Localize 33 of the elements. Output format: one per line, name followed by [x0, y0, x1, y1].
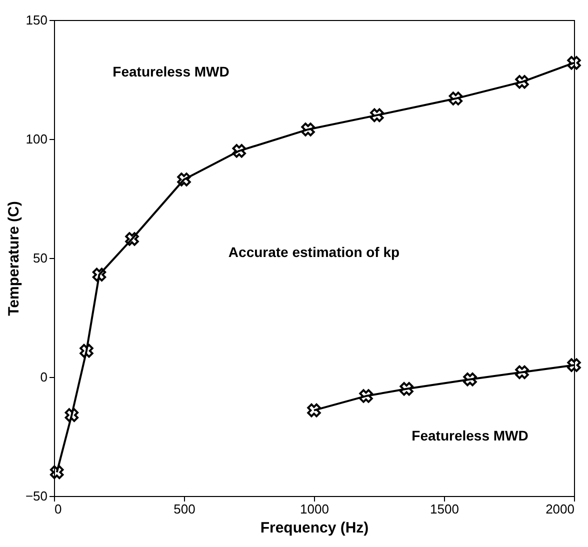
point [515, 365, 529, 380]
y-tick-label: −50 [25, 488, 48, 504]
y-axis-title: Temperature (C) [5, 201, 22, 316]
point [232, 144, 246, 158]
point [125, 232, 139, 246]
x-tick-label: 1000 [300, 502, 329, 516]
y-tick-label: 150 [26, 12, 48, 28]
point [177, 172, 191, 186]
point [92, 268, 106, 282]
point [64, 408, 79, 422]
point [567, 358, 581, 372]
point [567, 56, 581, 70]
annotation: Accurate estimation of kp [228, 244, 400, 260]
x-axis-title: Frequency (Hz) [260, 520, 369, 536]
x-tick-label: 0 [54, 502, 62, 516]
point [448, 92, 463, 106]
point [301, 122, 315, 136]
x-tick-label: 1500 [430, 502, 459, 516]
point [515, 75, 529, 89]
point [359, 389, 373, 403]
point [463, 372, 477, 386]
point [307, 403, 321, 418]
point [400, 382, 414, 396]
y-tick-label: 100 [26, 132, 48, 146]
point [370, 108, 384, 122]
point [80, 344, 94, 358]
point [50, 465, 64, 480]
annotation: Featureless MWD [112, 63, 230, 80]
y-tick-label: 0 [40, 370, 48, 384]
x-tick-label: 2000 [546, 502, 574, 516]
annotation: Featureless MWD [412, 428, 528, 444]
y-tick-label: 50 [33, 250, 48, 266]
x-tick-label: 500 [174, 502, 196, 516]
